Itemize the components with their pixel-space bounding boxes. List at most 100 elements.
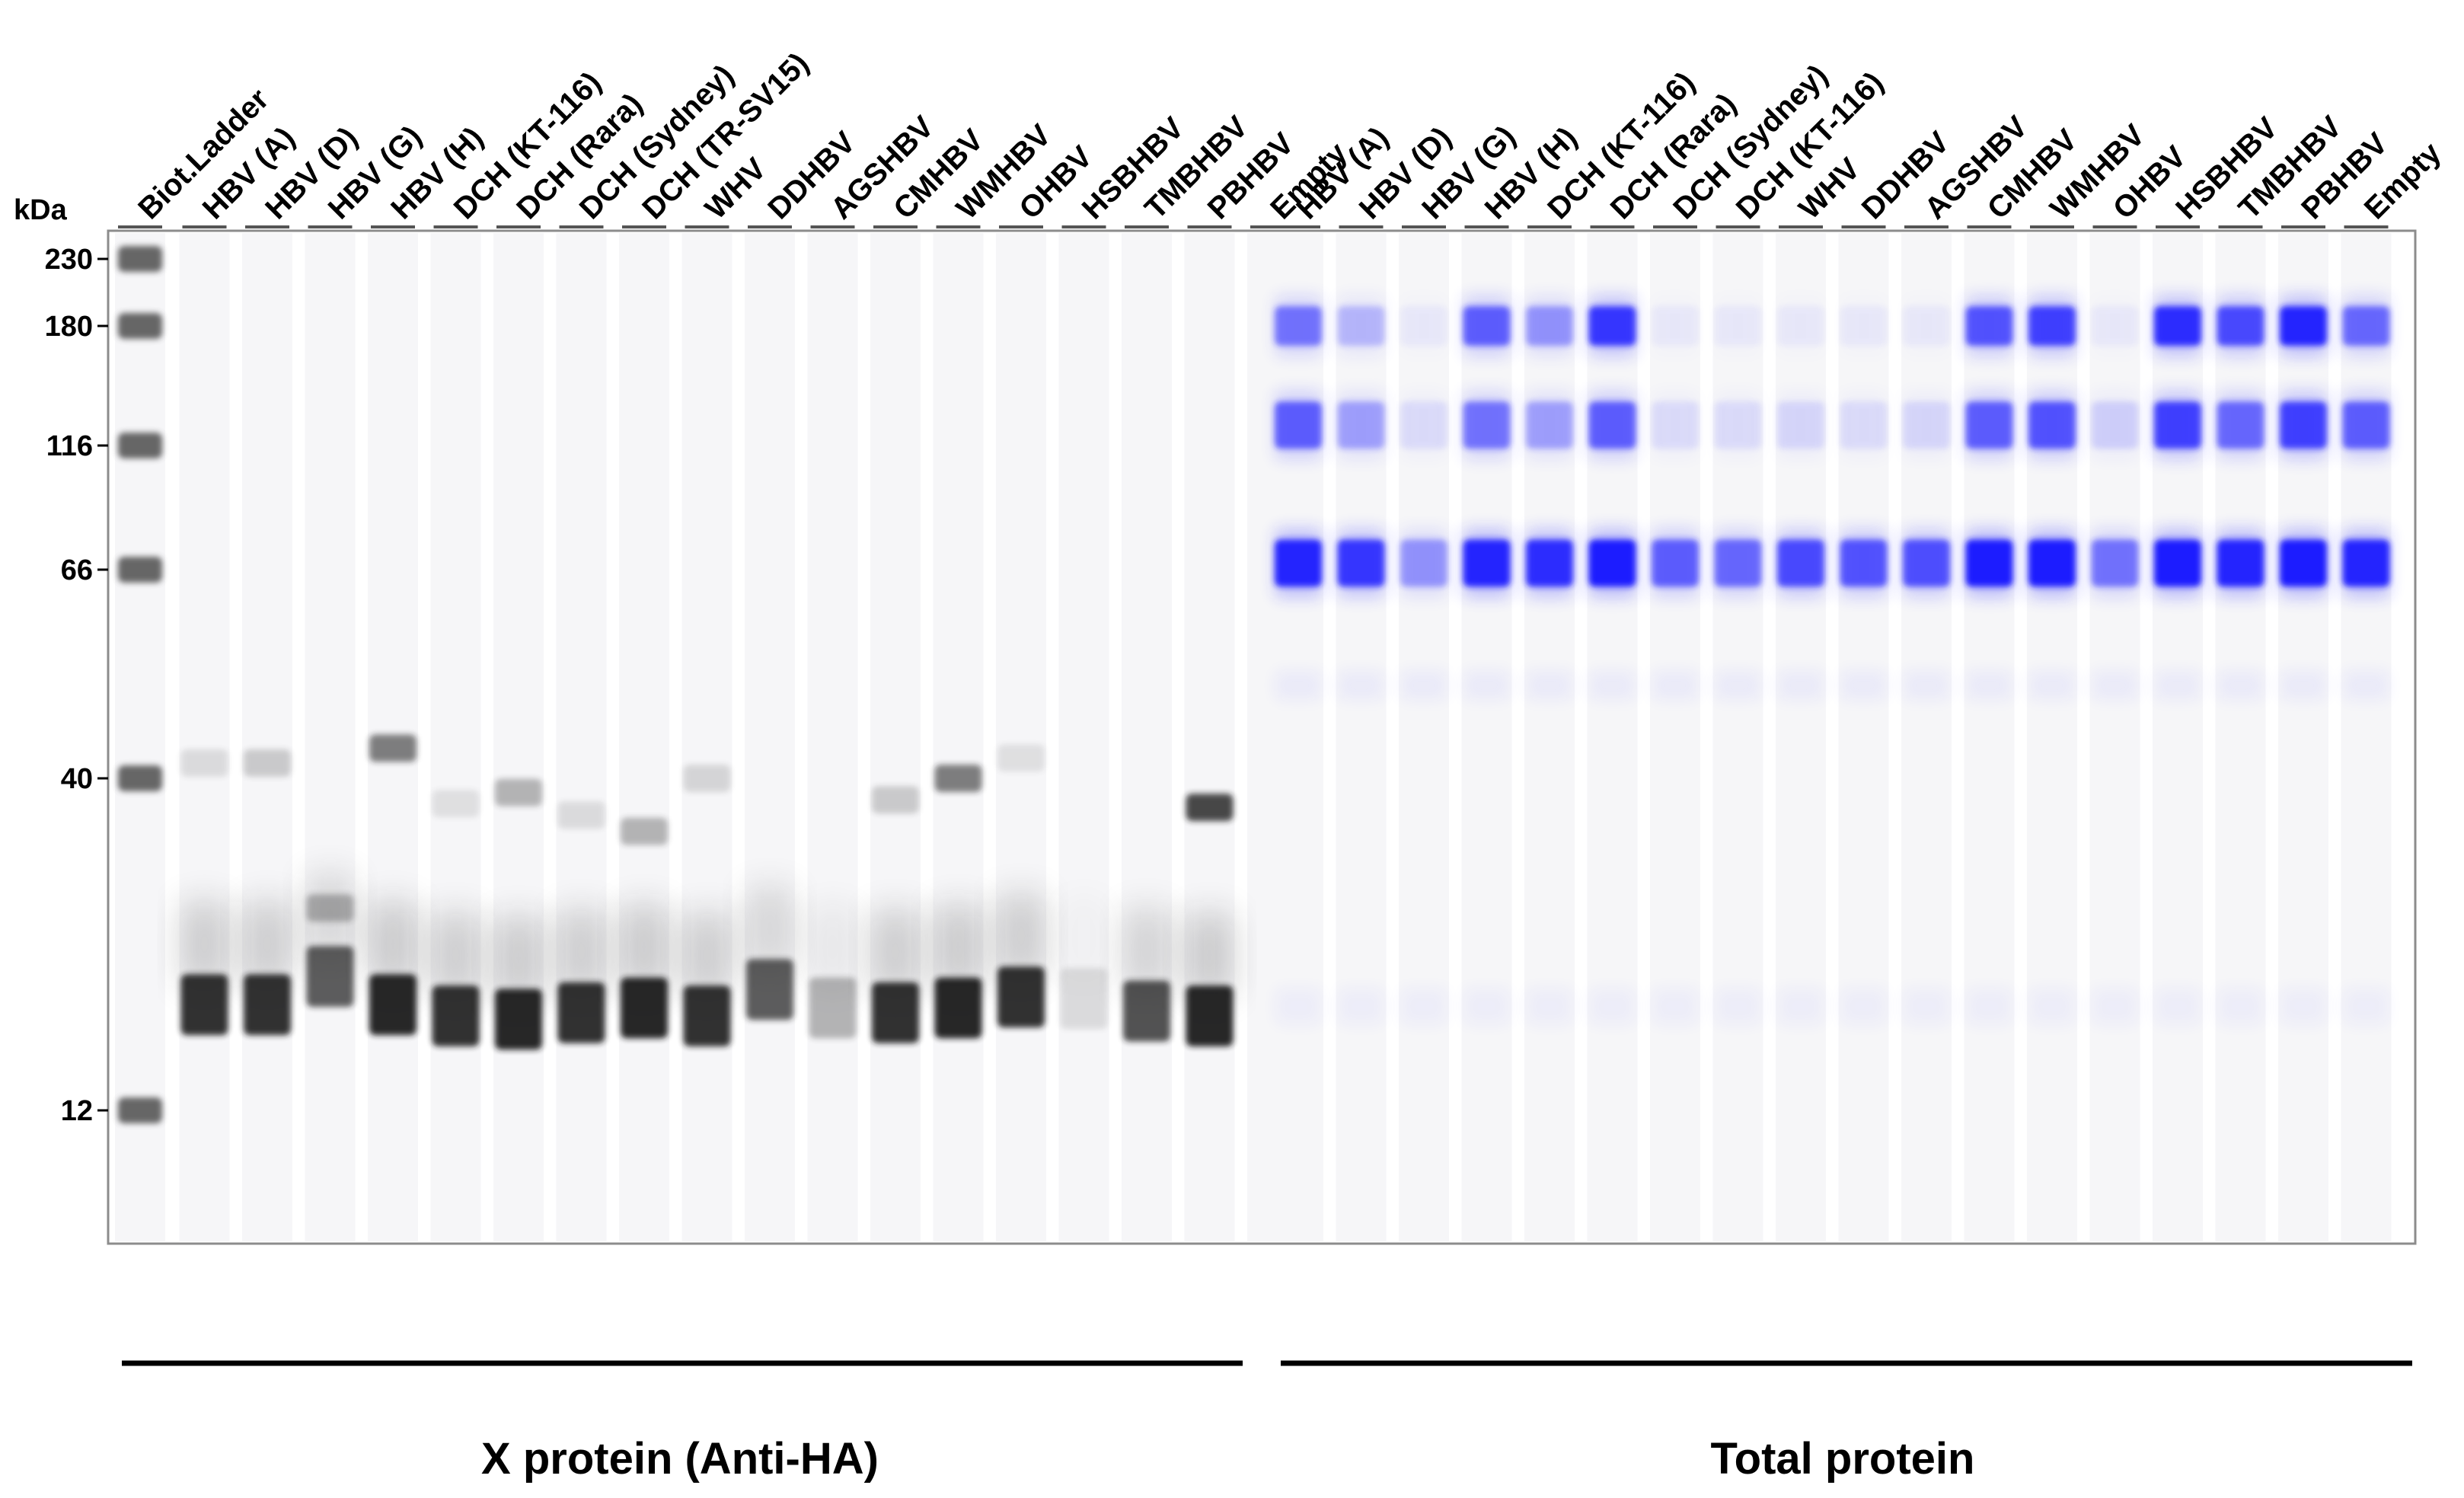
ladder-band-230 — [118, 246, 162, 272]
x-protein-secondary-band — [369, 734, 417, 762]
total-protein-faint-band — [1840, 669, 1888, 701]
mw-marker-label: 180 — [45, 311, 93, 343]
total-protein-band — [2342, 539, 2390, 587]
total-protein-faint-band — [1652, 987, 1699, 1026]
x-protein-secondary-band — [621, 817, 668, 845]
total-protein-faint-band — [1777, 987, 1824, 1026]
ladder-band-12 — [118, 1097, 162, 1123]
x-protein-secondary-band — [934, 765, 982, 792]
total-protein-lane — [1776, 233, 1826, 1241]
total-protein-band — [1588, 401, 1636, 449]
total-protein-faint-band — [2280, 987, 2327, 1026]
total-protein-band — [2154, 539, 2201, 587]
total-protein-faint-band — [1526, 669, 1573, 701]
total-protein-faint-band — [1463, 987, 1511, 1026]
total-protein-faint-band — [1714, 987, 1762, 1026]
total-protein-band — [2028, 401, 2076, 449]
x-protein-main-band — [369, 974, 417, 1036]
x-protein-secondary-band — [306, 894, 354, 922]
total-protein-band — [2091, 401, 2139, 449]
total-protein-band — [1714, 539, 1762, 587]
mw-marker-label: 12 — [61, 1095, 93, 1127]
x-protein-lane — [619, 233, 669, 1241]
total-protein-band — [1840, 306, 1888, 346]
total-protein-band — [1965, 306, 2013, 346]
total-protein-faint-band — [2154, 669, 2201, 701]
x-protein-secondary-band — [872, 786, 919, 814]
total-protein-band — [1400, 539, 1447, 587]
total-protein-band — [1903, 306, 1950, 346]
total-protein-lane — [1838, 233, 1889, 1241]
x-protein-lane — [1058, 233, 1109, 1241]
total-protein-band — [1400, 401, 1447, 449]
total-protein-band — [1652, 306, 1699, 346]
x-protein-lane — [556, 233, 607, 1241]
x-protein-secondary-band — [997, 744, 1045, 772]
total-protein-band — [1714, 401, 1762, 449]
protein-bands — [118, 246, 2390, 1123]
total-protein-faint-band — [1588, 987, 1636, 1026]
total-protein-band — [1337, 306, 1385, 346]
lane-backgrounds — [115, 233, 2392, 1241]
total-protein-band — [2091, 539, 2139, 587]
x-protein-main-band — [1060, 968, 1108, 1030]
total-protein-band — [2342, 401, 2390, 449]
x-protein-secondary-band — [432, 790, 480, 818]
x-protein-secondary-band — [557, 801, 605, 829]
total-protein-faint-band — [2091, 987, 2139, 1026]
x-protein-main-band — [872, 982, 919, 1043]
x-protein-lane — [681, 233, 732, 1241]
total-protein-faint-band — [1840, 987, 1888, 1026]
total-protein-faint-band — [1275, 669, 1322, 701]
total-protein-lane — [1399, 233, 1449, 1241]
total-protein-band — [1275, 306, 1322, 346]
x-protein-smear — [557, 909, 605, 994]
x-protein-lane — [1184, 233, 1235, 1241]
x-protein-main-band — [557, 982, 605, 1043]
x-protein-lane — [305, 233, 356, 1241]
x-protein-secondary-band — [244, 749, 291, 777]
total-protein-band — [1840, 401, 1888, 449]
total-protein-band — [2342, 306, 2390, 346]
x-protein-main-band — [997, 966, 1045, 1028]
x-protein-smear — [997, 894, 1045, 979]
x-protein-main-band — [683, 985, 731, 1047]
total-protein-band — [2280, 401, 2327, 449]
total-protein-faint-band — [2217, 669, 2265, 701]
total-protein-lane — [2278, 233, 2328, 1241]
x-protein-smear — [934, 905, 982, 989]
total-protein-band — [2280, 539, 2327, 587]
x-protein-lane — [430, 233, 481, 1241]
x-protein-lane — [1122, 233, 1172, 1241]
ladder-lane — [115, 233, 165, 1241]
total-protein-band — [1965, 401, 2013, 449]
ladder-band-40 — [118, 765, 162, 791]
mw-marker-label: 230 — [45, 244, 93, 276]
total-protein-faint-band — [2217, 987, 2265, 1026]
x-protein-lane — [493, 233, 544, 1241]
total-protein-band — [1777, 306, 1824, 346]
x-protein-smear — [1123, 908, 1170, 992]
total-protein-band — [1526, 306, 1573, 346]
total-protein-lane — [1336, 233, 1387, 1241]
total-protein-lane — [2089, 233, 2140, 1241]
total-protein-lane — [2341, 233, 2392, 1241]
x-protein-lane — [745, 233, 795, 1241]
total-protein-band — [1463, 306, 1511, 346]
x-protein-smear — [683, 913, 731, 998]
x-protein-main-band — [621, 977, 668, 1039]
x-protein-main-band — [495, 989, 542, 1050]
ladder-band-66 — [118, 557, 162, 583]
x-protein-smear — [432, 913, 480, 998]
total-protein-band — [1840, 539, 1888, 587]
x-protein-lane — [807, 233, 858, 1241]
total-protein-faint-band — [1526, 987, 1573, 1026]
total-protein-band — [2217, 401, 2265, 449]
x-protein-secondary-band — [1186, 794, 1234, 822]
total-protein-band — [1714, 306, 1762, 346]
total-protein-lane — [2153, 233, 2203, 1241]
total-protein-band — [2217, 306, 2265, 346]
total-protein-lane — [1901, 233, 1952, 1241]
